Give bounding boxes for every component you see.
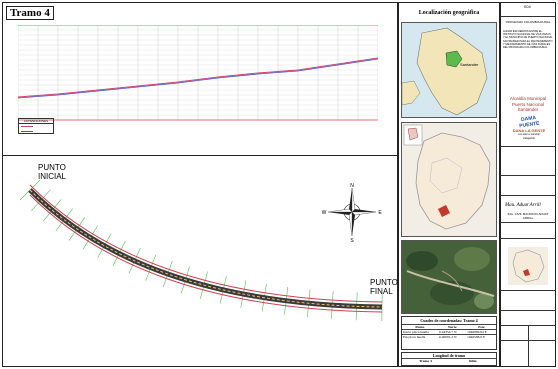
program-name: PROGRAMA COLOMBIA RURAL — [505, 20, 551, 24]
tb-divider-2 — [500, 175, 556, 176]
tb-divider-3 — [500, 195, 556, 196]
profile-terrain-line — [18, 57, 378, 98]
road-edge-outer — [29, 184, 383, 303]
coords-col-east: Este — [478, 325, 485, 329]
location-title: Localización geográfica — [418, 10, 480, 16]
profile-legend: CONVENCIONES — [18, 118, 54, 134]
length-title: Longitud de tramo — [432, 353, 466, 358]
longitudinal-profile — [18, 25, 378, 121]
profile-grade-line — [18, 58, 378, 99]
sheet-number: 004 — [524, 4, 531, 9]
sheet-title: Tramo 4 — [6, 6, 54, 20]
compass-w: W — [322, 210, 327, 216]
road-edge-inner — [29, 194, 383, 313]
start-point-label: PUNTO INICIAL — [38, 163, 67, 181]
engineer-name: ING. CIVIL MAURICIO ADUAT ARRILL — [507, 212, 549, 220]
coords-col-point: Punto — [415, 325, 425, 329]
table-row: Inicio placa huella 1144354.7 N 1046999.… — [402, 329, 496, 334]
coordinates-table: Cuadro de coordenadas: Tramo 4 Punto Nor… — [401, 316, 497, 350]
profile-legend-header: CONVENCIONES — [19, 119, 53, 124]
tb-divider-4 — [500, 222, 556, 223]
legend-terrain-swatch — [21, 126, 33, 127]
end-point-label: PUNTO FINAL — [370, 278, 398, 296]
engineer-signature: Mau. Aduat Arrill — [505, 203, 541, 208]
locator-minimap — [508, 247, 548, 285]
road-plan-view — [19, 180, 383, 322]
length-table: Longitud de tramo Tramo 4 160m — [401, 352, 497, 366]
legend-grade-swatch — [21, 130, 33, 132]
satellite-image — [401, 240, 497, 314]
compass-rose: N S E W — [322, 183, 382, 242]
santander-label: Santander — [460, 62, 479, 67]
table-row: Fin placa huella 1140091.2 N 1046598.0 E — [402, 334, 496, 339]
coordinates-title: Cuadro de coordenadas: Tramo 4 — [420, 318, 478, 323]
drawing-frame — [2, 2, 398, 367]
coords-col-north: Norte — [448, 325, 457, 329]
sheet-number-box: 004 — [500, 2, 556, 17]
compass-s: S — [350, 238, 354, 242]
tb-divider-v — [528, 325, 529, 367]
tb-divider-6 — [500, 290, 556, 291]
municipal-logo: DAMA PUENTE DANA LA GENTE con todo el co… — [512, 115, 546, 140]
compass-e: E — [378, 210, 382, 216]
tb-divider-1 — [500, 146, 556, 147]
title-block — [500, 2, 556, 367]
mayor-office: Alcaldía Municipal Puerto Nacional Santa… — [509, 96, 547, 112]
tb-divider-5 — [500, 238, 556, 239]
project-description: AUNAR ESFUERZOS ENTRE EL INSTITUTO NACIO… — [503, 30, 553, 50]
profile-grid — [18, 25, 378, 121]
municipality-map — [401, 122, 497, 237]
location-panel — [398, 2, 500, 367]
colombia-map: Santander — [401, 22, 497, 118]
road-centerline — [29, 189, 383, 308]
profile-divider — [2, 155, 398, 156]
tb-divider-7 — [500, 310, 556, 311]
compass-n: N — [350, 183, 354, 189]
